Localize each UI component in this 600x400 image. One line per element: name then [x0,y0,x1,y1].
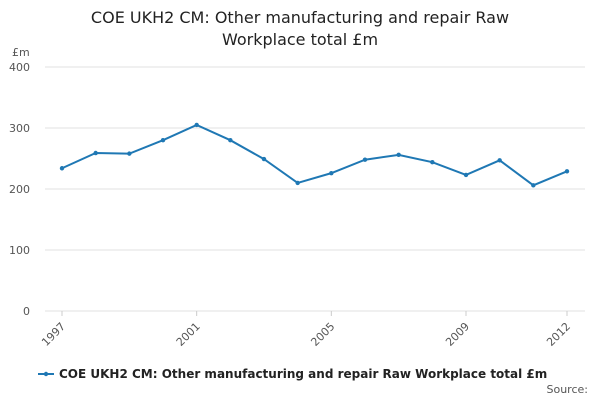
x-tick-label: 1997 [39,320,68,349]
point [329,170,334,176]
x-tick-label: 2009 [443,320,472,349]
point [93,150,98,156]
legend-label: COE UKH2 CM: Other manufacturing and rep… [59,367,547,381]
chart-title: COE UKH2 CM: Other manufacturing and rep… [91,8,509,49]
point [463,172,469,178]
point [194,122,199,128]
x-tick-label: 2005 [308,320,337,349]
point [531,183,536,188]
point [160,138,166,143]
y-tick-label: 400 [9,61,30,74]
point [396,152,401,158]
point [228,138,233,143]
y-tick-label: 200 [9,183,30,196]
point [564,169,570,174]
x-tick-label: 2012 [544,320,573,349]
point [59,166,65,171]
legend-marker [43,371,49,377]
point [430,159,435,165]
y-tick-label: 0 [23,305,30,318]
line [61,123,568,187]
point [497,158,502,163]
point [127,151,132,156]
source: Source: [547,383,589,396]
point [295,180,300,186]
y-tick-label: 300 [9,122,30,135]
x-tick-label: 2001 [174,320,203,349]
point [261,156,267,162]
y-unit: £m [12,46,30,59]
y-tick-label: 100 [9,244,30,257]
point [362,157,368,162]
